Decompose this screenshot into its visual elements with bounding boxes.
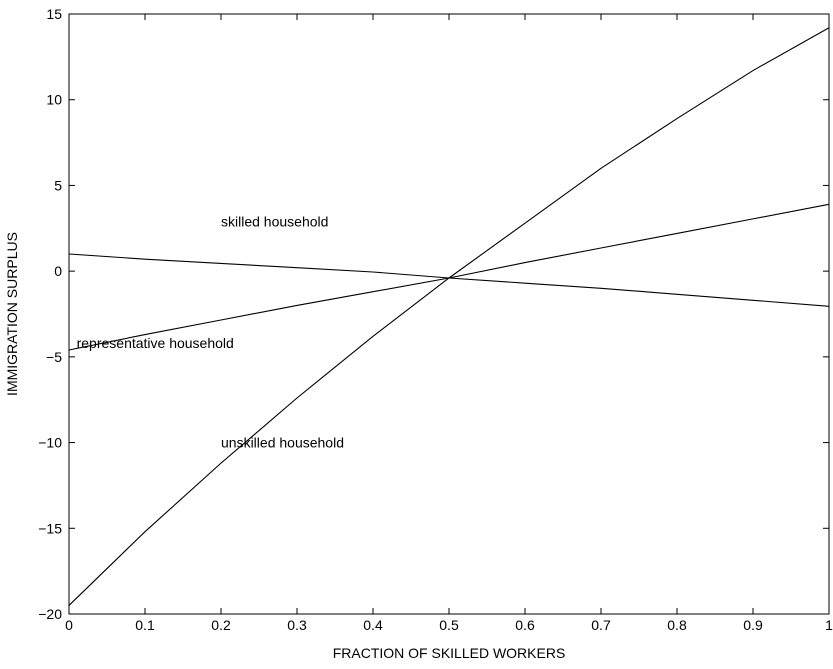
series-line-representative-household <box>68 203 830 351</box>
y-tick-label: 5 <box>54 177 62 193</box>
y-tick-label: 15 <box>46 6 62 22</box>
series-line-unskilled-household <box>68 27 830 606</box>
y-tick-label: 0 <box>54 263 62 279</box>
y-tick-label: −15 <box>38 520 62 536</box>
x-tick-label: 0.2 <box>211 617 231 633</box>
x-tick-label: 0.4 <box>363 617 383 633</box>
ticks-layer: 0 0.1 0.2 0.3 0.4 0.5 0.6 0.7 0.8 0.9 1 −20 −15 −10 −5… <box>38 6 833 633</box>
x-tick-label: 0.7 <box>591 617 611 633</box>
annotation-label: skilled household <box>221 213 328 229</box>
y-tick-label: −10 <box>38 435 62 451</box>
x-axis-label: FRACTION OF SKILLED WORKERS <box>333 645 566 661</box>
x-tick-label: 0.5 <box>439 617 459 633</box>
x-tick-label: 0.1 <box>135 617 155 633</box>
y-tick-label: −5 <box>46 349 62 365</box>
x-tick-label: 1 <box>825 617 833 633</box>
x-tick-label: 0.3 <box>287 617 307 633</box>
series-line-skilled-household <box>68 253 830 307</box>
y-tick-label: 10 <box>46 92 62 108</box>
y-axis-label: IMMIGRATION SURPLUS <box>4 232 20 396</box>
plot-frame <box>68 13 830 615</box>
annotation-label: representative household <box>77 335 234 351</box>
y-tick-label: −20 <box>38 606 62 622</box>
annotation-layer: skilled household representative househol… <box>77 213 344 450</box>
x-tick-label: 0.8 <box>667 617 687 633</box>
x-tick-label: 0 <box>65 617 73 633</box>
x-tick-label: 0.9 <box>743 617 763 633</box>
series-layer <box>68 27 830 606</box>
x-tick-label: 0.6 <box>515 617 535 633</box>
annotation-label: unskilled household <box>221 435 344 451</box>
